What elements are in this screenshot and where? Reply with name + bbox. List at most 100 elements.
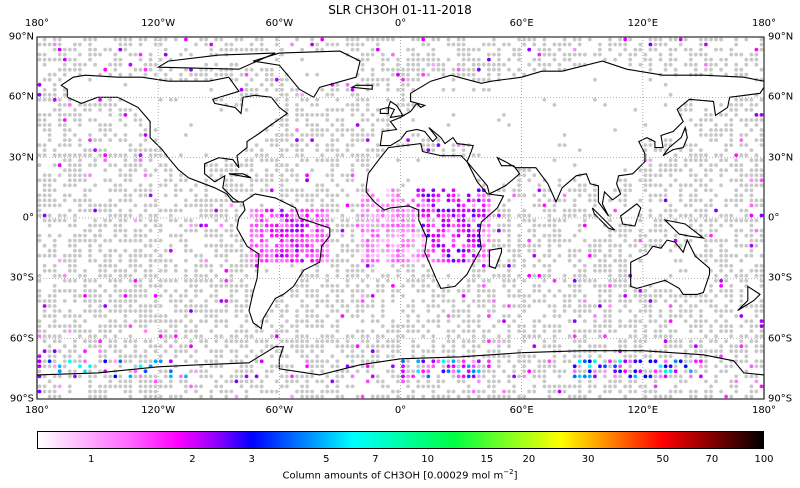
data-point (98, 203, 102, 208)
data-point (244, 294, 249, 298)
data-point (335, 263, 340, 268)
data-point (254, 359, 259, 364)
data-point (254, 233, 259, 238)
data-point (285, 103, 289, 107)
data-point (598, 47, 602, 52)
data-point (603, 384, 607, 389)
data-point (613, 57, 617, 62)
data-point (552, 218, 557, 223)
data-point (73, 47, 77, 52)
data-point (290, 188, 294, 193)
data-point (481, 62, 486, 67)
data-point (204, 369, 209, 374)
data-point (300, 228, 304, 233)
data-point (229, 188, 234, 193)
data-point (754, 364, 759, 369)
data-point (386, 203, 390, 208)
data-point (244, 334, 249, 339)
data-point (173, 324, 178, 328)
data-point (709, 37, 713, 42)
data-point (683, 379, 688, 384)
data-point (587, 198, 592, 203)
data-point (517, 213, 521, 218)
data-point (189, 223, 193, 228)
data-point (62, 67, 67, 72)
data-point (673, 299, 678, 303)
data-point (704, 394, 708, 399)
data-point (62, 118, 67, 122)
data-point (487, 278, 491, 283)
data-point (57, 289, 62, 293)
data-point (168, 67, 173, 72)
data-point (168, 294, 173, 298)
data-point (658, 218, 663, 223)
data-point (168, 374, 173, 379)
data-point (315, 213, 320, 218)
data-point (173, 329, 178, 333)
data-point (158, 304, 163, 308)
data-point (62, 324, 67, 328)
data-point (163, 289, 168, 293)
data-point (739, 72, 744, 77)
data-point (386, 67, 390, 72)
data-point (497, 263, 501, 268)
data-point (542, 339, 547, 344)
data-point (557, 384, 562, 389)
data-point (406, 218, 410, 223)
data-point (108, 238, 113, 243)
data-point (335, 203, 340, 208)
data-point (244, 314, 249, 318)
data-point (370, 203, 375, 208)
data-point (52, 339, 57, 344)
data-point (158, 258, 163, 263)
data-point (370, 294, 375, 298)
data-point (269, 258, 274, 263)
data-point (598, 364, 602, 369)
data-point (108, 329, 113, 333)
data-point (88, 248, 92, 253)
data-point (224, 299, 229, 303)
data-point (103, 67, 108, 72)
data-point (83, 37, 87, 42)
map-frame (36, 36, 765, 400)
data-point (451, 42, 456, 47)
data-point (451, 359, 456, 364)
data-point (62, 278, 67, 283)
data-point (401, 369, 405, 374)
lat-label-right: 0° (768, 212, 780, 224)
data-point (73, 113, 77, 117)
data-point (249, 369, 254, 374)
data-point (593, 213, 597, 218)
data-point (653, 299, 658, 303)
data-point (335, 344, 340, 349)
data-point (688, 143, 693, 148)
data-point (274, 329, 279, 333)
data-point (375, 238, 380, 243)
data-point (709, 389, 713, 394)
data-point (42, 364, 47, 369)
data-point (118, 253, 123, 258)
data-point (365, 304, 370, 308)
data-point (552, 52, 557, 57)
data-point (613, 364, 617, 369)
data-point (370, 218, 375, 223)
data-point (335, 193, 340, 198)
data-point (709, 329, 713, 333)
data-point (623, 188, 628, 193)
data-point (734, 193, 739, 198)
data-point (633, 238, 638, 243)
data-point (320, 324, 325, 328)
data-point (582, 304, 587, 308)
data-point (502, 389, 506, 394)
data-point (335, 228, 340, 233)
data-point (280, 364, 284, 369)
data-point (416, 158, 421, 163)
data-point (714, 334, 718, 339)
data-point (557, 183, 562, 188)
data-point (108, 208, 113, 213)
data-point (57, 52, 62, 57)
data-point (305, 158, 309, 163)
data-point (739, 193, 744, 198)
data-point (734, 67, 739, 72)
data-point (759, 309, 764, 313)
